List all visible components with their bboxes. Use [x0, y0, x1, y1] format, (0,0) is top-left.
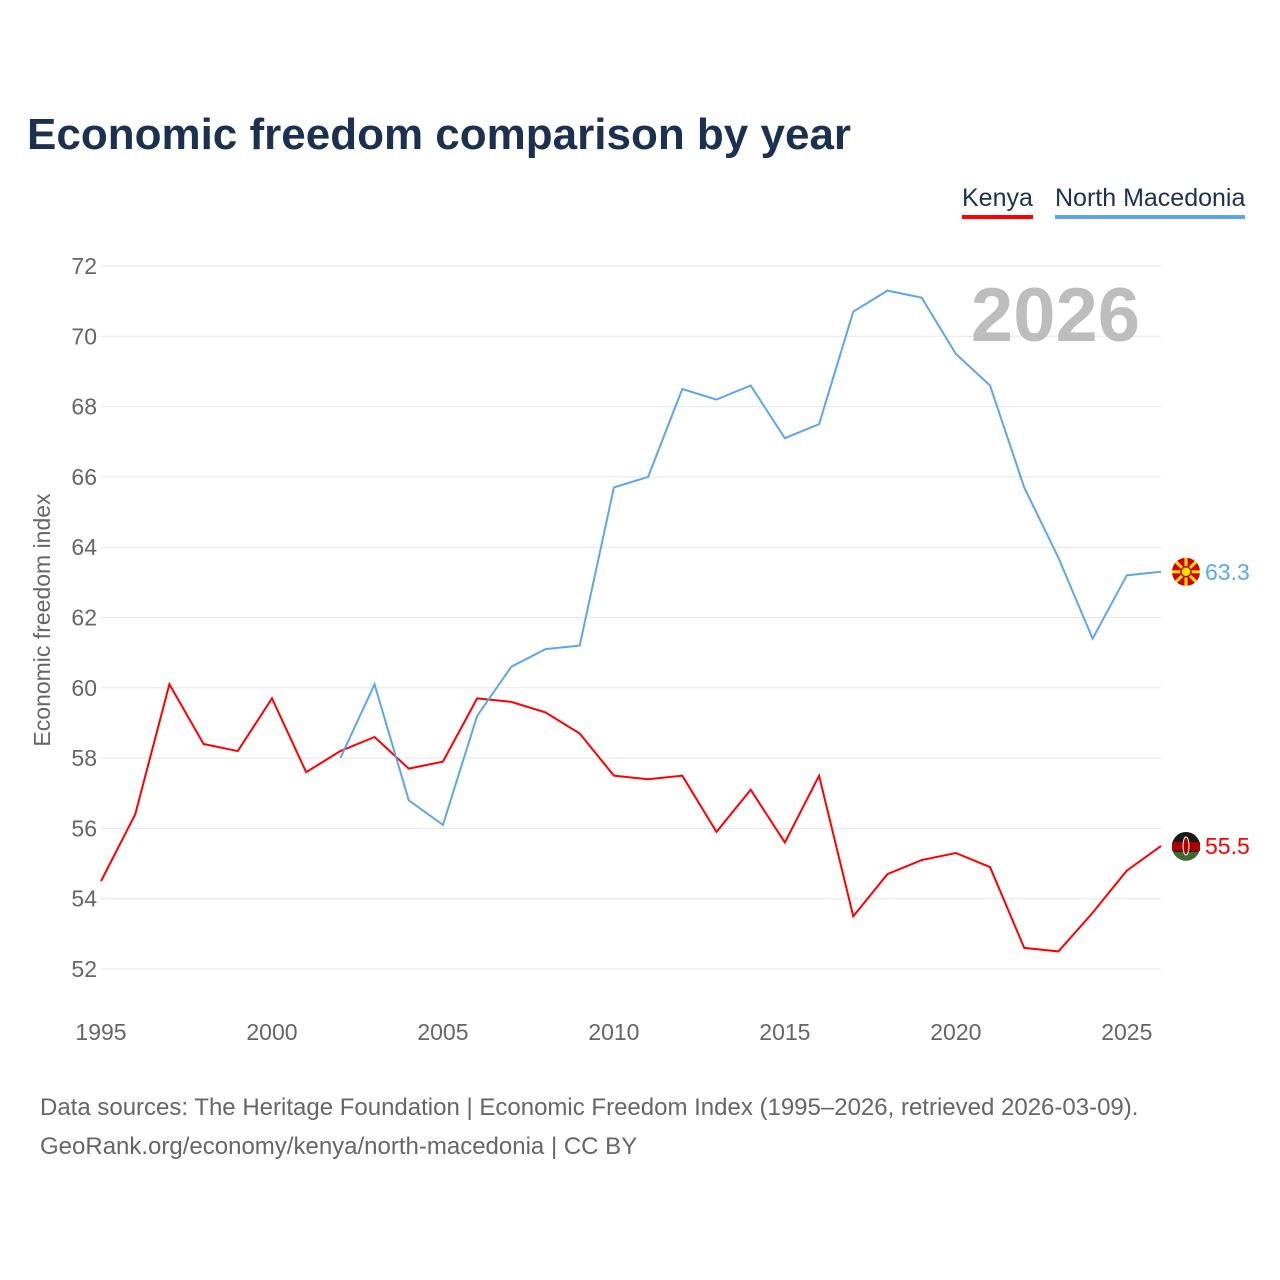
x-tick-label: 2020	[930, 1019, 981, 1045]
y-tick-label: 72	[71, 253, 97, 279]
kenya-flag-shield	[1182, 836, 1190, 856]
y-tick-label: 68	[71, 394, 97, 420]
x-tick-label: 2005	[417, 1019, 468, 1045]
chart-title: Economic freedom comparison by year	[27, 110, 852, 159]
x-tick-label: 2015	[759, 1019, 810, 1045]
end-value-label: 55.5	[1205, 833, 1250, 859]
y-tick-label: 56	[71, 815, 97, 841]
year-watermark: 2026	[971, 273, 1140, 358]
y-axis-label: Economic freedom index	[29, 493, 55, 747]
y-tick-label: 52	[71, 956, 97, 982]
series-line-kenya	[100, 681, 1162, 953]
flag-sun	[1180, 566, 1192, 578]
y-tick-label: 64	[71, 534, 97, 560]
legend-kenya[interactable]: Kenya	[962, 184, 1033, 219]
y-tick-label: 66	[71, 464, 97, 490]
footer: Data sources: The Heritage Foundation | …	[40, 1088, 1138, 1166]
legend-north-macedonia[interactable]: North Macedonia	[1055, 184, 1246, 219]
y-tick-label: 60	[71, 675, 97, 701]
data-source-text: Data sources: The Heritage Foundation | …	[40, 1094, 1139, 1121]
kenya-flag-green	[1173, 851, 1199, 861]
end-value-label: 63.3	[1205, 559, 1250, 585]
series-line-north-macedonia	[339, 289, 1162, 827]
x-tick-label: 1995	[75, 1019, 126, 1045]
y-tick-label: 58	[71, 745, 97, 771]
y-tick-label: 54	[71, 886, 97, 912]
x-tick-label: 2010	[588, 1019, 639, 1045]
source-url-text: GeoRank.org/economy/kenya/north-macedoni…	[40, 1133, 638, 1160]
y-tick-label: 62	[71, 605, 97, 631]
y-tick-label: 70	[71, 323, 97, 349]
x-tick-label: 2000	[246, 1019, 297, 1045]
x-tick-label: 2025	[1101, 1019, 1152, 1045]
